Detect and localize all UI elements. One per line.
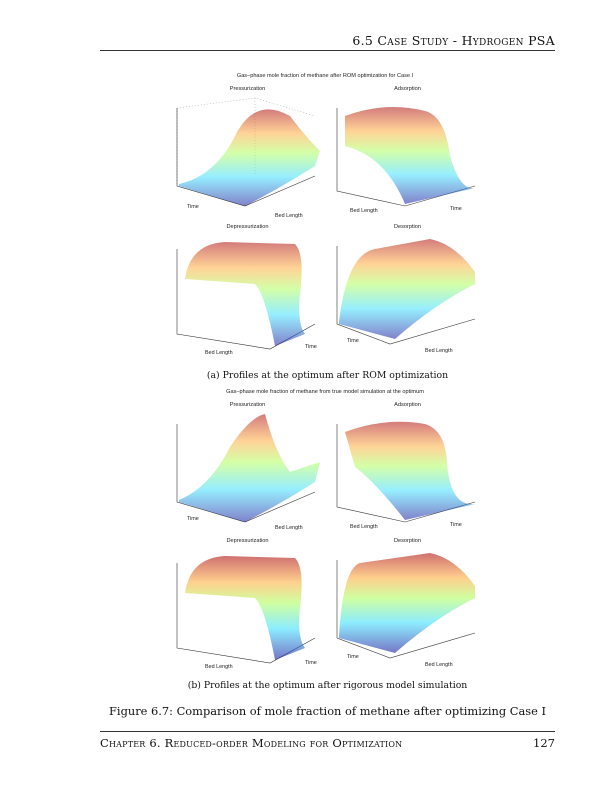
- x-axis-label: Time: [187, 516, 199, 522]
- subfigure-b-panel-adsorption: Adsorption Bed Length Time: [325, 402, 490, 542]
- x-axis-label: Bed Length: [350, 524, 378, 530]
- y-axis-label: Bed Length: [275, 213, 303, 219]
- subfigure-a-panel-depressurization: Depressurization Bed Length Time: [165, 224, 330, 364]
- x-axis-label: Time: [187, 204, 199, 210]
- panel-title: Desorption: [393, 538, 422, 544]
- x-axis-label: Bed Length: [205, 664, 233, 670]
- panel-title: Adsorption: [394, 402, 421, 408]
- subfigure-a-panel-adsorption: Adsorption Bed Length Time: [325, 86, 490, 226]
- subfigure-b-caption: (b) Profiles at the optimum after rigoro…: [187, 680, 468, 691]
- surface-plot: [336, 107, 476, 207]
- x-axis-label: Bed Length: [205, 350, 233, 356]
- panel-title: Pressurization: [229, 86, 266, 92]
- surface-plot: [336, 421, 476, 523]
- panel-title: Desorption: [393, 224, 422, 230]
- surface-plot: [336, 553, 476, 659]
- surface-plot: [336, 239, 476, 345]
- page-number: 127: [533, 736, 555, 750]
- y-axis-label: Bed Length: [425, 662, 453, 668]
- subfigure-b-panel-pressurization: Pressurization Time Bed Length: [165, 402, 330, 542]
- subfigure-a-caption: (a) Profiles at the optimum after ROM op…: [206, 370, 449, 381]
- subfigure-b-suptitle: Gas–phase mole fraction of methane from …: [226, 389, 424, 395]
- surface-plot: [176, 414, 320, 523]
- subfigure-a-suptitle: Gas–phase mole fraction of methane after…: [236, 73, 414, 79]
- y-axis-label: Time: [305, 660, 317, 666]
- subfigure-a-panel-pressurization: Pressurization Time Bed Length: [165, 86, 330, 226]
- panel-title: Pressurization: [229, 402, 266, 408]
- x-axis-label: Time: [347, 654, 359, 660]
- subfigure-b-panel-depressurization: Depressurization Bed Length Time: [165, 538, 330, 678]
- figure-caption: Figure 6.7: Comparison of mole fraction …: [109, 704, 546, 718]
- footer-rule: [100, 731, 555, 732]
- x-axis-label: Bed Length: [350, 208, 378, 214]
- subfigure-b-panel-desorption: Desorption Time Bed Length: [325, 538, 490, 678]
- x-axis-label: Time: [347, 338, 359, 344]
- surface-plot: [176, 242, 316, 350]
- panel-title: Adsorption: [394, 86, 421, 92]
- surface-plot: [176, 97, 320, 207]
- y-axis-label: Time: [305, 344, 317, 350]
- y-axis-label: Bed Length: [275, 525, 303, 531]
- panel-title: Depressurization: [226, 538, 269, 544]
- panel-title: Depressurization: [226, 224, 269, 230]
- header-rule: [100, 50, 555, 51]
- y-axis-label: Time: [450, 522, 462, 528]
- footer-chapter: Chapter 6. Reduced-order Modeling for Op…: [100, 736, 403, 750]
- y-axis-label: Bed Length: [425, 348, 453, 354]
- surface-plot: [176, 556, 316, 664]
- subfigure-a-panel-desorption: Desorption Time Bed Length: [325, 224, 490, 364]
- y-axis-label: Time: [450, 206, 462, 212]
- running-header: 6.5 Case Study - Hydrogen PSA: [352, 33, 555, 48]
